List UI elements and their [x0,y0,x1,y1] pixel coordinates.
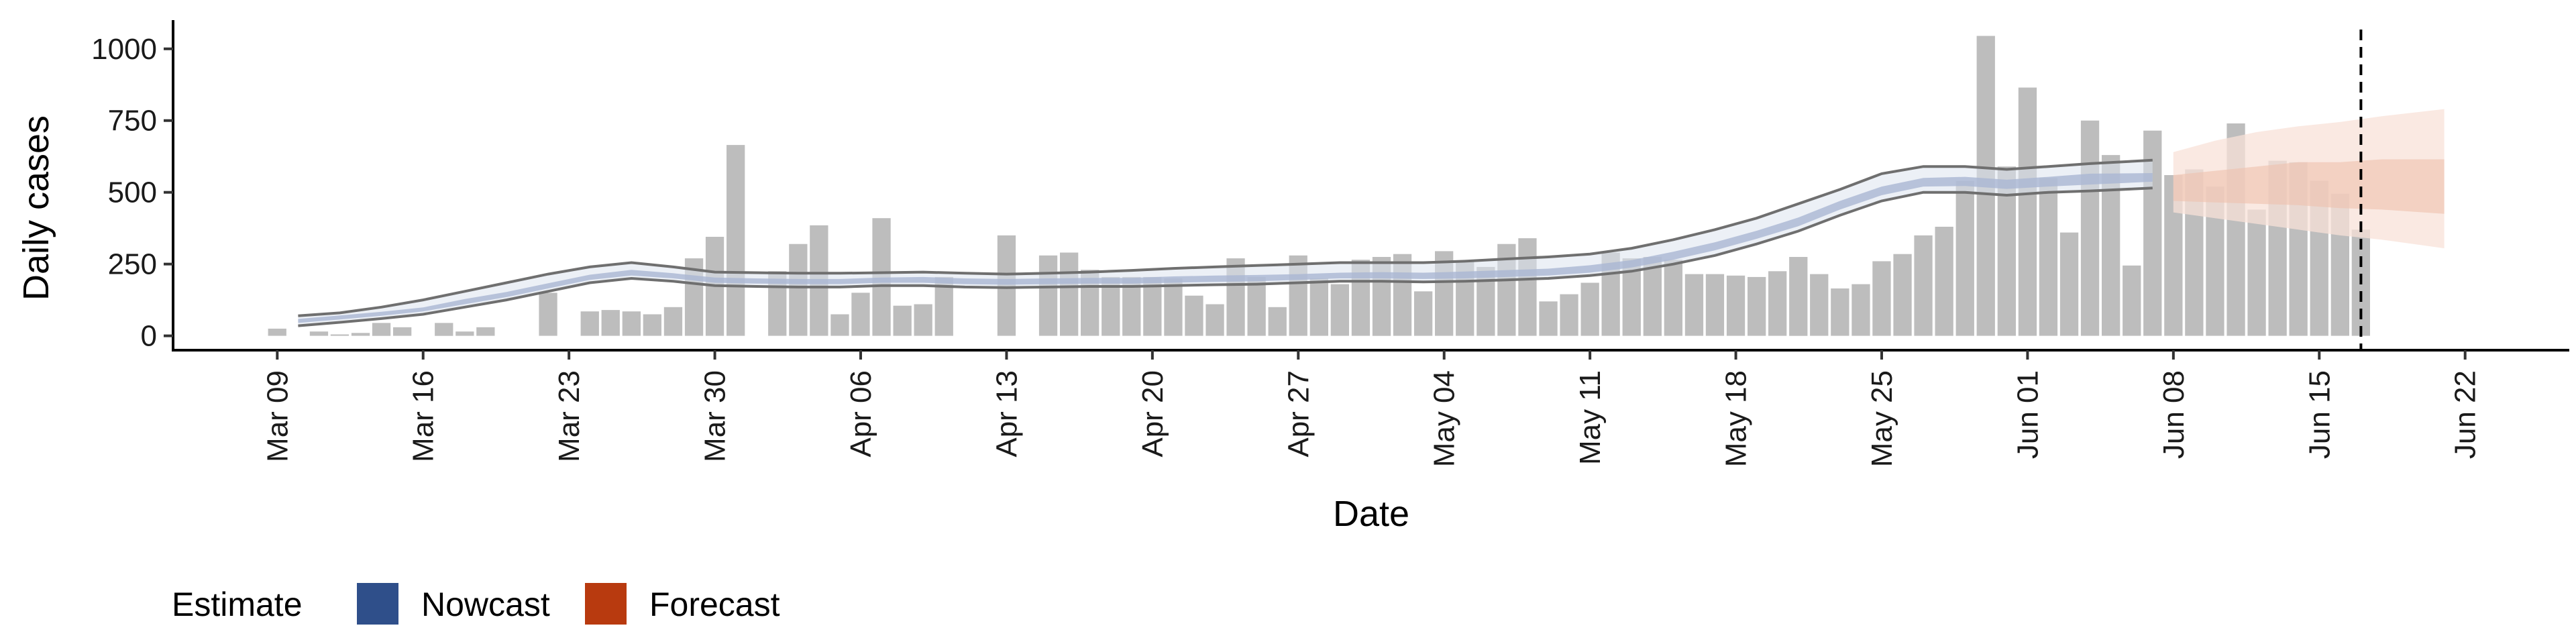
nowcast-outer-band [298,160,2153,326]
x-tick-label: Jun 15 [2303,370,2336,459]
bar [851,292,870,336]
x-tick-label: Mar 23 [553,370,586,462]
nowcast-upper-line [298,158,2153,317]
x-tick-label: Apr 06 [845,370,877,458]
bar [1726,275,1746,336]
x-tick-label: May 18 [1720,370,1753,467]
legend: Estimate Nowcast Forecast [172,583,780,625]
bar [1893,254,1912,336]
bar [372,323,391,336]
x-tick-label: Apr 27 [1282,370,1315,458]
bar [1580,282,1599,336]
bar [2059,232,2079,336]
legend-label-forecast: Forecast [649,586,780,623]
bar [351,333,370,336]
x-tick-label: Mar 09 [261,370,294,462]
bar [1748,276,1766,336]
y-tick-label: 1000 [91,33,157,66]
bar [2039,178,2058,336]
bar [455,331,474,336]
bar [1330,284,1349,336]
bar [539,292,557,336]
x-tick-label: Jun 22 [2449,370,2482,459]
x-tick-label: May 11 [1574,370,1607,465]
x-tick-label: Jun 08 [2157,370,2190,459]
x-tick-label: Mar 30 [699,370,732,462]
bar [1684,274,1704,336]
bar [1643,257,1662,336]
bar [435,323,453,336]
forecast-inner-band [2173,159,2445,214]
x-tick-label: Apr 13 [990,370,1023,458]
bar [1205,304,1224,336]
x-tick-label: May 04 [1428,370,1461,467]
bar [2247,209,2266,336]
bar [727,145,745,336]
y-axis-title: Daily cases [16,115,56,301]
legend-swatch-forecast [585,583,627,625]
bar [1268,307,1287,336]
bar [476,327,495,336]
bar [1038,255,1058,336]
bar [1185,295,1203,336]
bar [2123,265,2141,336]
bar [663,307,683,336]
bar [1664,260,1682,336]
bar [1872,261,1891,336]
bar [1851,284,1870,336]
x-tick-label: May 25 [1866,370,1898,467]
bar [893,305,912,336]
bar [580,311,599,336]
bar [1935,227,1953,336]
bar [1247,276,1266,336]
forecast-band [2173,109,2445,249]
x-axis-title: Date [1333,494,1409,534]
bar [643,314,661,336]
bar [789,244,808,336]
y-tick-label: 250 [108,248,157,281]
x-tick-label: Jun 01 [2011,370,2044,459]
nowcast-band [298,158,2153,327]
bar [1831,288,1849,336]
x-tick-label: Mar 16 [407,370,440,462]
x-tick-label: Apr 20 [1136,370,1169,458]
bar [2080,120,2100,336]
y-tick-label: 0 [141,320,157,353]
bar [830,314,849,336]
bar [1518,238,1537,336]
bar [2018,87,2037,336]
bar [1789,257,1808,336]
bar [914,304,932,336]
bar [268,328,286,336]
bar [1810,274,1829,336]
bar [1164,278,1183,336]
bar [1705,274,1725,336]
bar [1539,301,1558,336]
y-tick-label: 750 [108,105,157,138]
bar [1560,294,1578,336]
bar [601,310,620,336]
bar [1309,278,1328,336]
bar [393,327,412,336]
axes [164,20,2569,360]
legend-swatch-nowcast [357,583,398,625]
legend-title: Estimate [172,586,303,623]
nowcast-lower-line [298,186,2153,327]
bar [1768,271,1787,336]
bar [622,311,641,336]
tick-labels: 0 250 500 750 1000 Mar 09 Mar 16 Mar 23 Mar 30 Ap… [91,33,2482,468]
bar [1414,291,1433,336]
y-tick-label: 500 [108,176,157,209]
bar [330,334,350,336]
legend-label-nowcast: Nowcast [421,586,550,623]
bar [1060,252,1079,336]
bar [309,331,329,336]
bar [1914,235,1933,336]
bar [1955,180,1974,336]
